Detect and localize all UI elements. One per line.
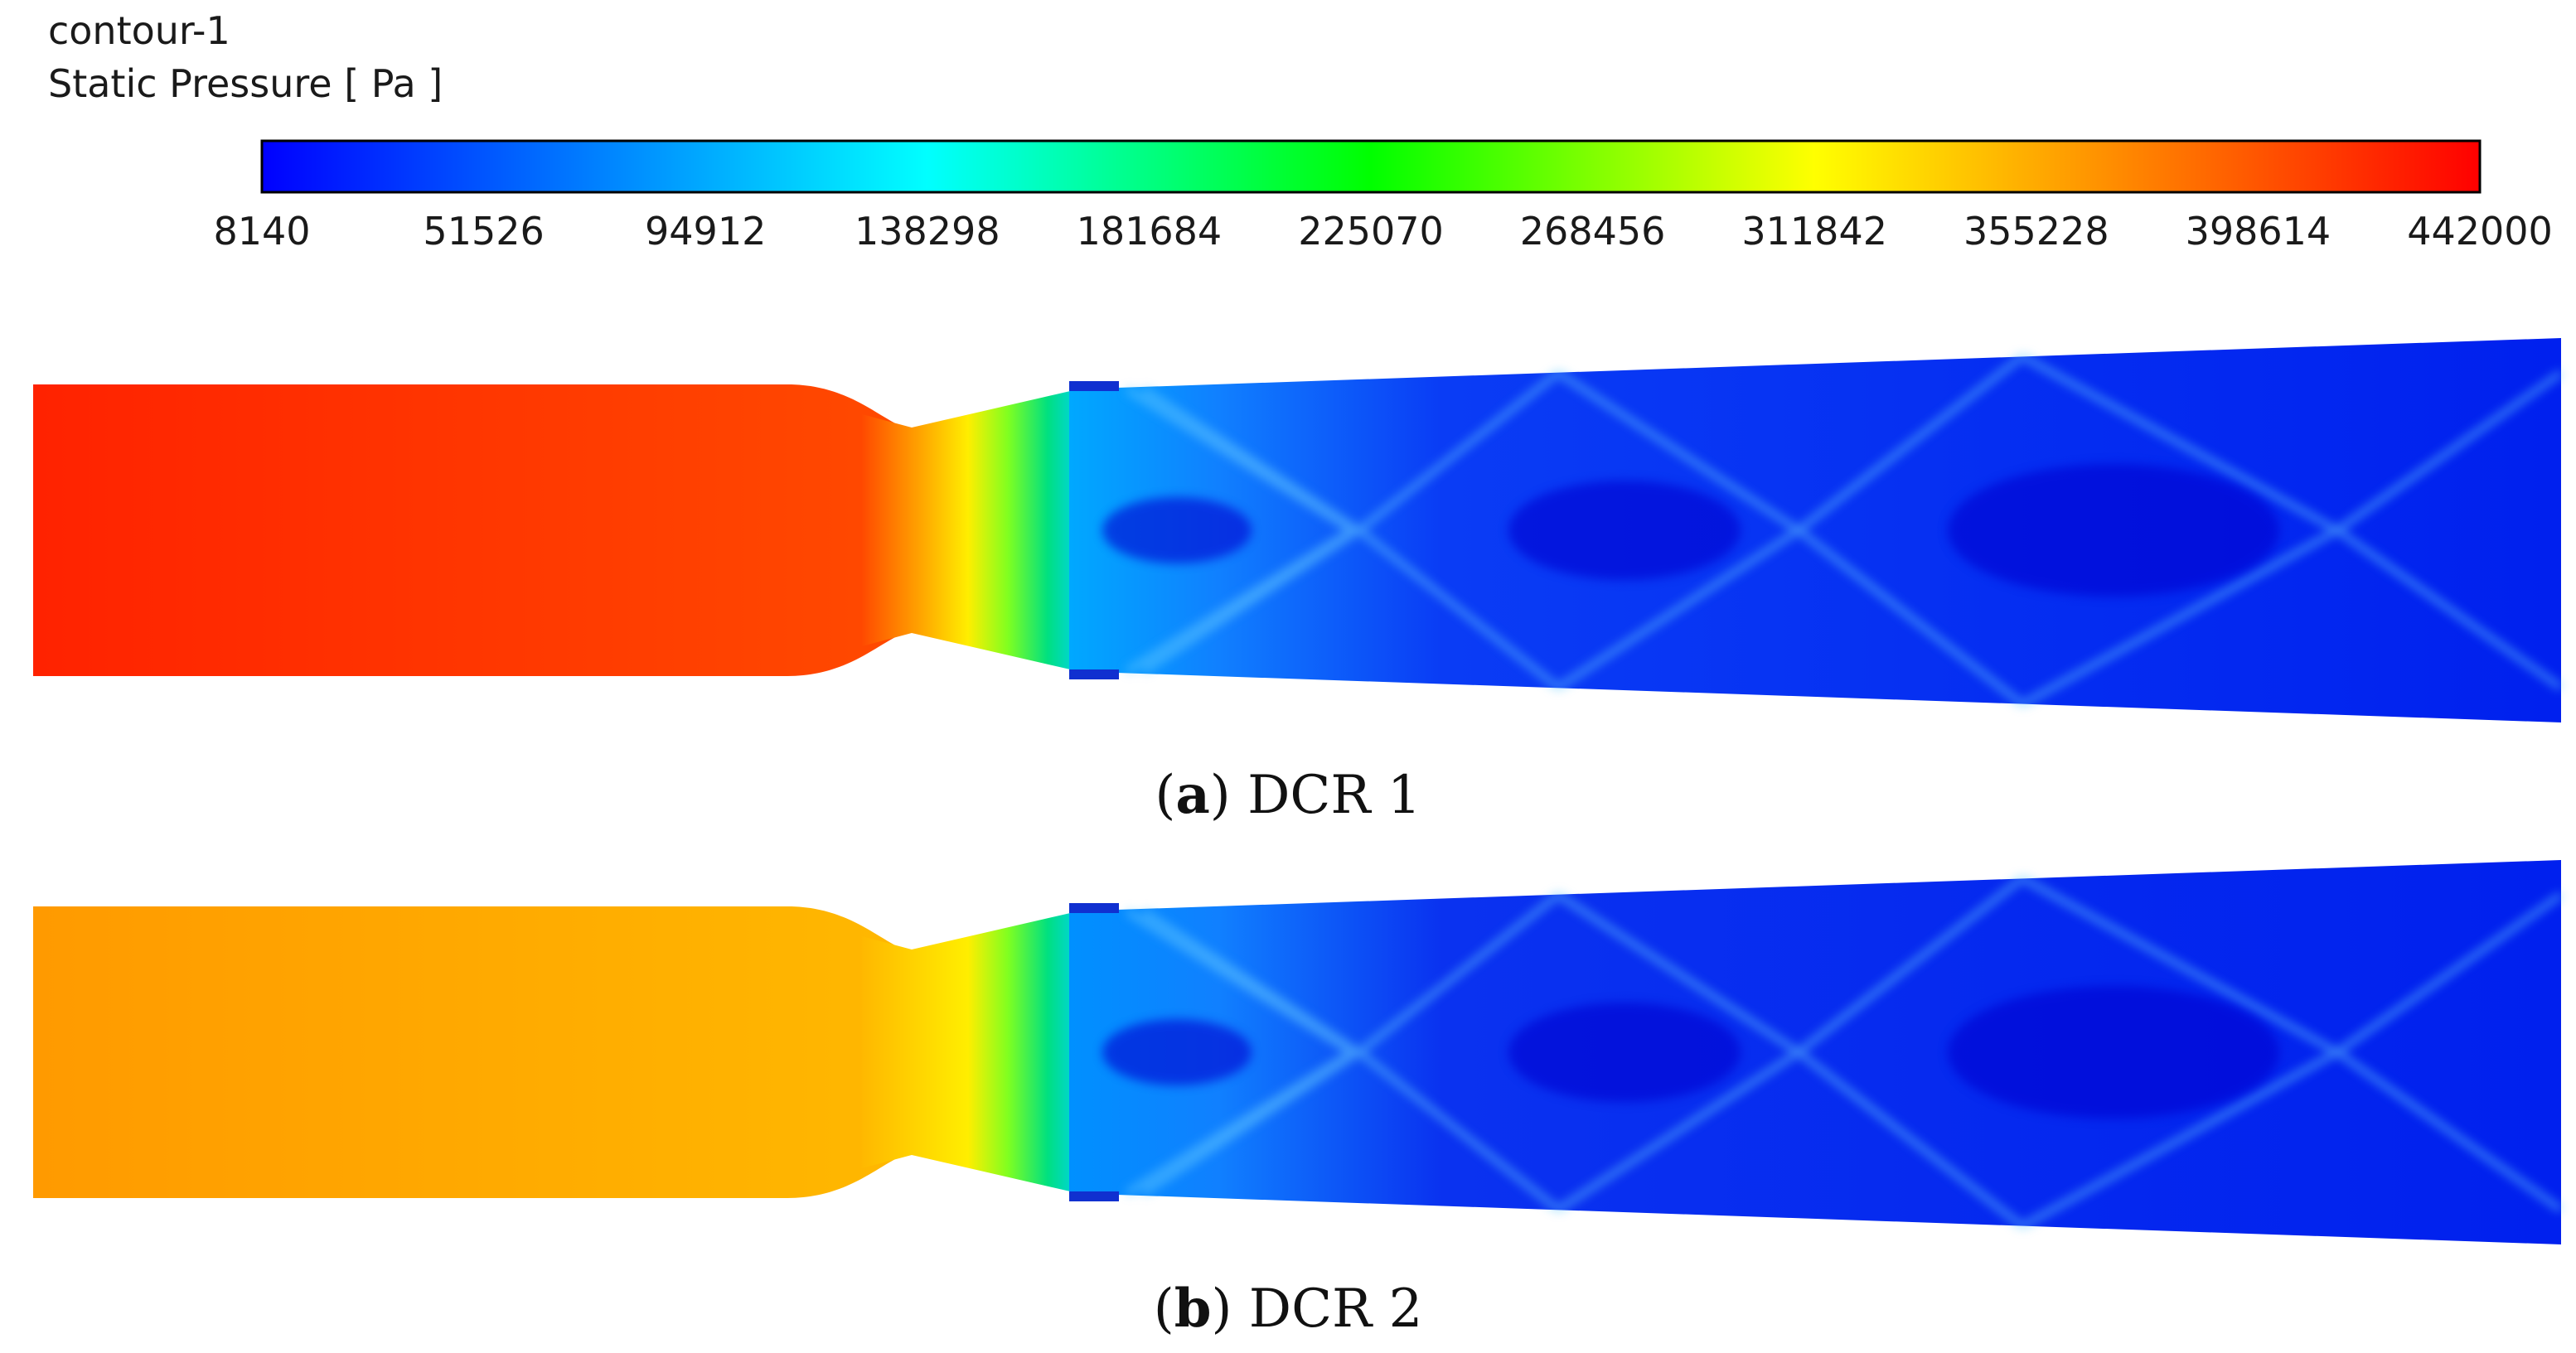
inlet-chamber: [33, 906, 903, 1198]
upper-lip: [1069, 381, 1119, 391]
legend-name: contour-1: [48, 8, 230, 53]
exhaust-field: [1069, 338, 2561, 722]
low-pressure-cores: [1102, 986, 2279, 1119]
caption-a-text: DCR 1: [1247, 765, 1421, 826]
colorbar-tick-label: 138298: [854, 209, 1000, 254]
shock-diamonds: [1125, 353, 2564, 708]
colorbar: [260, 139, 2482, 194]
inlet-chamber: [33, 384, 903, 676]
caption-b-letter: b: [1174, 1278, 1212, 1340]
colorbar-tick-label: 311842: [1741, 209, 1887, 254]
colorbar-tick-label: 442000: [2407, 209, 2553, 254]
lower-lip: [1069, 669, 1119, 679]
colorbar-tick-label: 398614: [2185, 209, 2331, 254]
low-pressure-cores: [1102, 464, 2279, 597]
shock-diamonds: [1125, 875, 2564, 1230]
legend-quantity: Static Pressure [ Pa ]: [48, 61, 443, 106]
throat-region: [862, 910, 1127, 1195]
caption-a-letter: a: [1175, 764, 1210, 826]
upper-lip: [1069, 903, 1119, 913]
colorbar-tick-label: 225070: [1298, 209, 1444, 254]
colorbar-tick-label: 8140: [213, 209, 311, 254]
colorbar-tick-label: 181684: [1076, 209, 1223, 254]
contour-panel-b: [33, 860, 2564, 1244]
throat-region: [862, 388, 1127, 673]
colorbar-tick-label: 51526: [423, 209, 545, 254]
contour-panel-a: [33, 338, 2564, 722]
caption-b-text: DCR 2: [1248, 1278, 1423, 1340]
colorbar-fill: [260, 139, 2482, 194]
colorbar-tick-label: 355228: [1963, 209, 2109, 254]
exhaust-field: [1069, 860, 2561, 1244]
colorbar-tick-label: 268456: [1519, 209, 1666, 254]
lower-lip: [1069, 1191, 1119, 1201]
caption-a: (a) DCR 1: [1155, 764, 1421, 826]
caption-b: (b) DCR 2: [1153, 1278, 1423, 1340]
colorbar-tick-label: 94912: [645, 209, 767, 254]
